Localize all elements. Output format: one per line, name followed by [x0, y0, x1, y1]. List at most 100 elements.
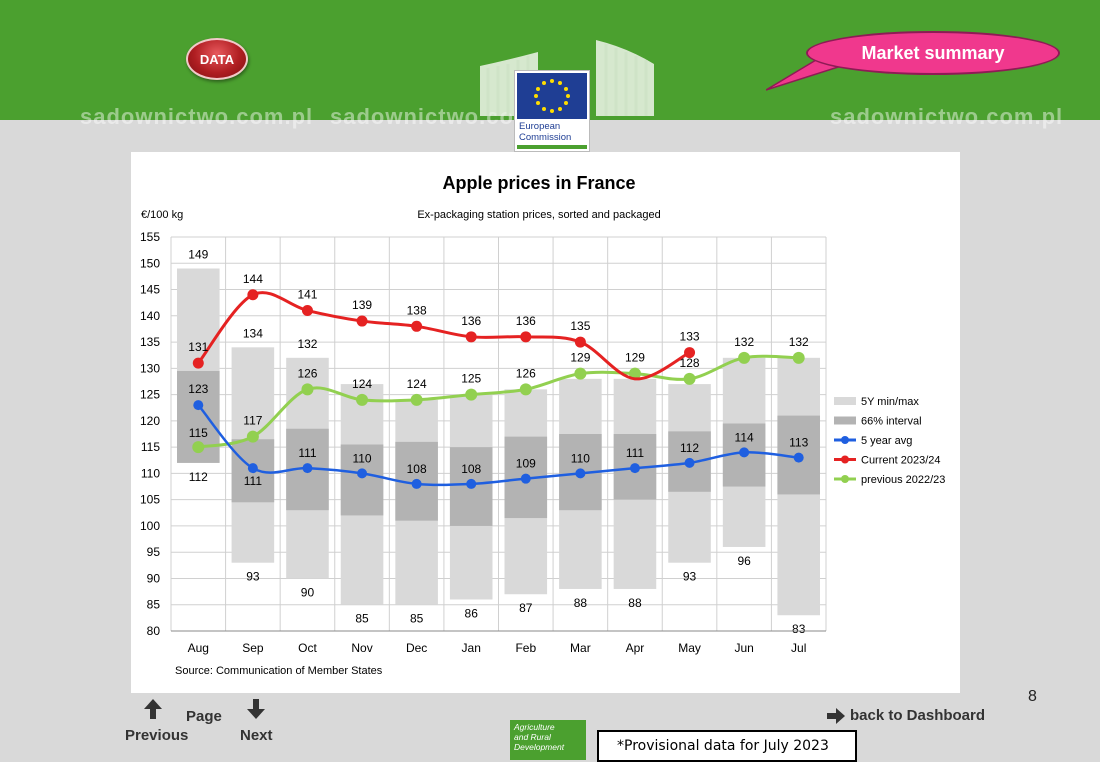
previous-value-label: 128	[680, 356, 700, 370]
avg-value-label: 108	[461, 462, 481, 476]
y-tick-label: 90	[147, 571, 161, 585]
y-tick-label: 140	[140, 309, 160, 323]
y-tick-label: 130	[140, 361, 160, 375]
y-tick-label: 125	[140, 388, 160, 402]
x-tick-label: Feb	[515, 641, 536, 655]
point-current-2023-24	[247, 289, 259, 301]
current-value-label: 141	[297, 288, 317, 302]
previous-value-label: 125	[461, 372, 481, 386]
min-value-label: 88	[574, 596, 588, 610]
y-tick-label: 110	[141, 466, 160, 480]
point-5-year-avg	[411, 478, 422, 489]
legend-label: 5Y min/max	[861, 396, 919, 408]
x-tick-label: Jan	[462, 641, 481, 655]
previous-value-label: 132	[734, 335, 754, 349]
point-current-2023-24	[574, 336, 586, 348]
legend-swatch	[834, 416, 856, 425]
page-label: Page	[186, 708, 222, 725]
x-tick-label: May	[678, 641, 701, 655]
current-value-label: 136	[516, 314, 536, 328]
ec-green-bar	[517, 145, 587, 149]
provisional-note: *Provisional data for July 2023	[597, 730, 857, 762]
min-value-label: 85	[355, 612, 369, 626]
point-previous-2022-23	[738, 351, 751, 364]
previous-value-label: 124	[352, 377, 372, 391]
previous-value-label: 132	[789, 335, 809, 349]
point-previous-2022-23	[574, 367, 587, 380]
current-value-label: 139	[352, 298, 372, 312]
point-previous-2022-23	[683, 372, 696, 385]
min-value-label: 88	[628, 596, 642, 610]
avg-value-label: 110	[571, 451, 590, 465]
min-value-label: 86	[465, 606, 479, 620]
point-current-2023-24	[684, 347, 696, 359]
point-current-2023-24	[356, 315, 368, 327]
data-button[interactable]: DATA	[186, 38, 248, 80]
ec-label-line: Commission	[519, 132, 572, 143]
arrow-right-icon	[827, 707, 845, 724]
avg-value-label: 111	[626, 446, 645, 460]
x-tick-label: Jun	[734, 641, 753, 655]
chart-subtitle: Ex-packaging station prices, sorted and …	[417, 209, 660, 221]
previous-value-label: 129	[570, 351, 590, 365]
point-5-year-avg	[793, 452, 804, 463]
avg-value-label: 110	[352, 451, 371, 465]
x-tick-label: Sep	[242, 641, 264, 655]
previous-value-label: 115	[189, 426, 208, 440]
arrow-up-icon[interactable]	[143, 698, 163, 720]
current-value-label: 133	[680, 330, 700, 344]
point-5-year-avg	[739, 447, 750, 458]
legend-swatch	[841, 475, 849, 483]
point-5-year-avg	[684, 457, 695, 468]
avg-value-label: 111	[244, 474, 263, 488]
min-value-label: 93	[246, 570, 260, 584]
eu-flag-icon	[517, 73, 587, 119]
page-number: 8	[1028, 688, 1037, 705]
x-tick-label: Oct	[298, 641, 317, 655]
ec-label-line: European	[519, 121, 561, 132]
y-tick-label: 105	[140, 493, 160, 507]
current-value-label: 131	[188, 340, 208, 354]
previous-value-label: 126	[516, 366, 536, 380]
avg-value-label: 123	[188, 382, 208, 396]
back-to-dashboard-link[interactable]: back to Dashboard	[826, 707, 985, 724]
next-page-button[interactable]: Next	[240, 727, 273, 744]
avg-value-label: 113	[789, 436, 808, 450]
y-tick-label: 155	[140, 230, 160, 244]
previous-value-label: 117	[243, 414, 262, 428]
arrow-down-icon[interactable]	[246, 698, 266, 720]
point-previous-2022-23	[246, 430, 259, 443]
max-value-label: 149	[188, 248, 208, 262]
bar-66-interval	[340, 444, 384, 516]
avg-value-label: 109	[516, 457, 536, 471]
ec-logo: European Commission	[514, 70, 590, 152]
previous-value-label: 124	[407, 377, 427, 391]
min-value-label: 87	[519, 601, 533, 615]
avg-value-label: 108	[407, 462, 427, 476]
point-current-2023-24	[520, 331, 532, 343]
y-tick-label: 115	[141, 440, 160, 454]
x-tick-label: Jul	[791, 641, 806, 655]
point-current-2023-24	[192, 357, 204, 369]
line-current-2023-24	[197, 291, 691, 381]
chart-panel: Apple prices in France Ex-packaging stat…	[131, 152, 960, 693]
y-tick-label: 150	[140, 256, 160, 270]
point-previous-2022-23	[628, 367, 641, 380]
x-tick-label: Aug	[188, 641, 209, 655]
point-5-year-avg	[629, 463, 640, 474]
min-value-label: 85	[410, 612, 424, 626]
previous-page-button[interactable]: Previous	[125, 727, 189, 744]
legend-swatch	[841, 436, 849, 444]
previous-value-label: 129	[625, 351, 645, 365]
chart-title: Apple prices in France	[442, 173, 635, 193]
max-value-label: 134	[243, 326, 263, 340]
market-summary-button[interactable]: Market summary	[806, 31, 1060, 75]
point-previous-2022-23	[301, 383, 314, 396]
agri-line: Development	[514, 742, 565, 752]
max-value-label: 132	[297, 337, 317, 351]
min-value-label: 90	[301, 585, 315, 599]
point-current-2023-24	[411, 320, 423, 332]
point-5-year-avg	[357, 468, 368, 479]
point-previous-2022-23	[465, 388, 478, 401]
point-previous-2022-23	[792, 351, 805, 364]
